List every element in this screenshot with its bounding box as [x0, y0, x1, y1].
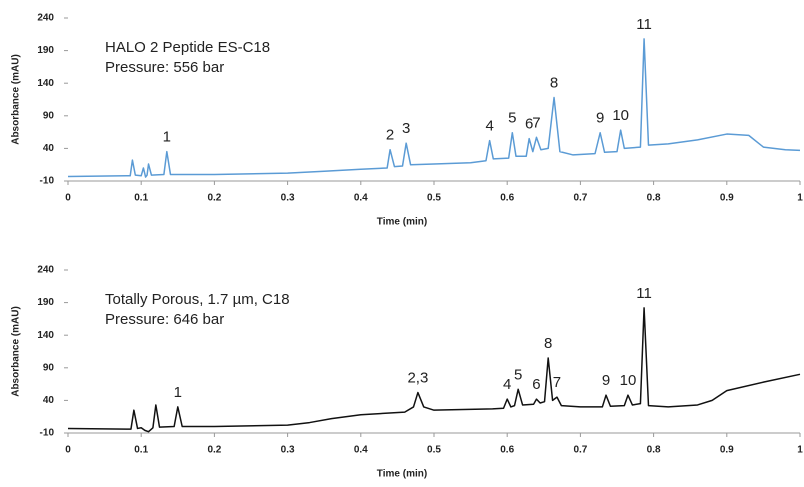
x-tick-label: 0: [65, 193, 71, 204]
x-tick-label: 0.1: [134, 193, 148, 204]
trace-line: [67, 307, 801, 433]
annotation: Totally Porous, 1.7 µm, C18: [105, 291, 290, 308]
y-tick-label: 190: [37, 45, 54, 56]
y-tick-label: 140: [37, 330, 54, 341]
trace-line: [67, 38, 801, 178]
annotation: Pressure: 556 bar: [105, 59, 224, 76]
y-tick-label: 40: [43, 395, 55, 406]
x-axis-label: Time (min): [377, 469, 427, 480]
x-tick-label: 0.9: [720, 193, 734, 204]
x-tick-label: 0.7: [573, 445, 587, 456]
peak-label: 9: [596, 110, 604, 127]
x-tick-label: 0.5: [427, 445, 441, 456]
peak-label: 6: [532, 376, 540, 393]
peak-label: 10: [620, 372, 637, 389]
annotation: HALO 2 Peptide ES-C18: [105, 39, 270, 56]
x-tick-label: 0.8: [647, 445, 661, 456]
x-tick-label: 0.6: [500, 445, 514, 456]
x-tick-label: 0: [65, 445, 71, 456]
peak-label: 11: [636, 16, 652, 33]
x-tick-label: 1: [797, 445, 803, 456]
y-tick-label: -10: [40, 428, 55, 439]
x-tick-label: 0.1: [134, 445, 148, 456]
y-tick-label: 90: [43, 110, 55, 121]
annotation: Pressure: 646 bar: [105, 311, 224, 328]
peak-label: 3: [402, 120, 410, 137]
peak-label: 7: [553, 374, 561, 391]
peak-label: 10: [612, 107, 629, 124]
y-tick-label: 240: [37, 13, 54, 24]
y-tick-label: 240: [37, 265, 54, 276]
peak-label: 11: [636, 285, 652, 302]
peak-label: 1: [163, 129, 171, 146]
x-tick-label: 0.4: [354, 445, 368, 456]
peak-label: 7: [532, 114, 540, 131]
peak-label: 4: [485, 118, 493, 135]
peak-label: 4: [503, 376, 511, 393]
x-tick-label: 0.9: [720, 445, 734, 456]
peak-label: 2: [386, 127, 394, 144]
x-tick-label: 0.2: [207, 445, 221, 456]
x-tick-label: 0.6: [500, 193, 514, 204]
x-tick-label: 0.7: [573, 193, 587, 204]
y-tick-label: -10: [40, 176, 55, 187]
x-tick-label: 0.2: [207, 193, 221, 204]
peak-label: 6: [525, 116, 533, 133]
y-axis-label: Absorbance (mAU): [11, 306, 22, 397]
x-tick-label: 0.3: [281, 445, 295, 456]
peak-label: 9: [602, 372, 610, 389]
y-tick-label: 190: [37, 297, 54, 308]
peak-label: 2,3: [407, 370, 428, 387]
x-tick-label: 0.8: [647, 193, 661, 204]
x-tick-label: 0.4: [354, 193, 368, 204]
peak-label: 8: [550, 75, 558, 92]
peak-label: 8: [544, 335, 552, 352]
y-axis-label: Absorbance (mAU): [11, 54, 22, 145]
y-tick-label: 90: [43, 362, 55, 373]
x-tick-label: 0.3: [281, 193, 295, 204]
peak-label: 1: [174, 384, 182, 401]
peak-label: 5: [508, 110, 516, 127]
x-tick-label: 1: [797, 193, 803, 204]
peak-label: 5: [514, 366, 522, 383]
y-tick-label: 140: [37, 78, 54, 89]
x-tick-label: 0.5: [427, 193, 441, 204]
y-tick-label: 40: [43, 143, 55, 154]
x-axis-label: Time (min): [377, 217, 427, 228]
